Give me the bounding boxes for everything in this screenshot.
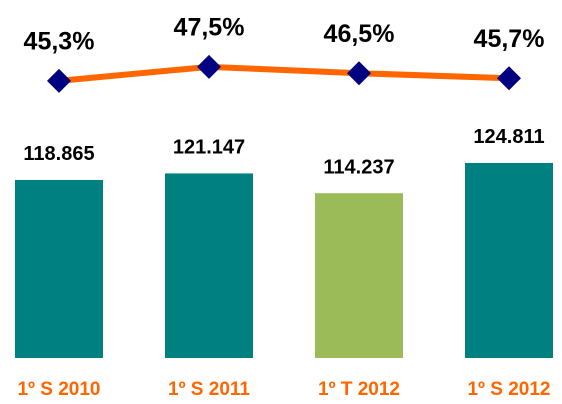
data-label: 114.237 [323, 156, 394, 178]
marker [347, 61, 371, 86]
data-label: 46,5% [324, 20, 395, 48]
bar [165, 173, 253, 358]
data-label: 45,7% [474, 25, 545, 53]
marker [47, 68, 71, 93]
marker [497, 66, 521, 91]
data-label: 121.147 [173, 137, 245, 159]
marker [197, 54, 221, 79]
bar [315, 193, 403, 358]
data-label: 118.865 [23, 143, 94, 165]
x-tick-label: 1º S 2012 [467, 379, 550, 400]
data-label: 124.811 [473, 126, 544, 148]
x-tick-label: 1º T 2012 [318, 379, 400, 400]
bar [15, 179, 103, 358]
data-label: 47,5% [174, 13, 245, 41]
bar [465, 162, 553, 358]
x-tick-label: 1º S 2011 [168, 379, 250, 400]
line [58, 63, 510, 84]
x-tick-label: 1º S 2010 [17, 379, 100, 400]
data-label: 45,3% [24, 27, 95, 55]
